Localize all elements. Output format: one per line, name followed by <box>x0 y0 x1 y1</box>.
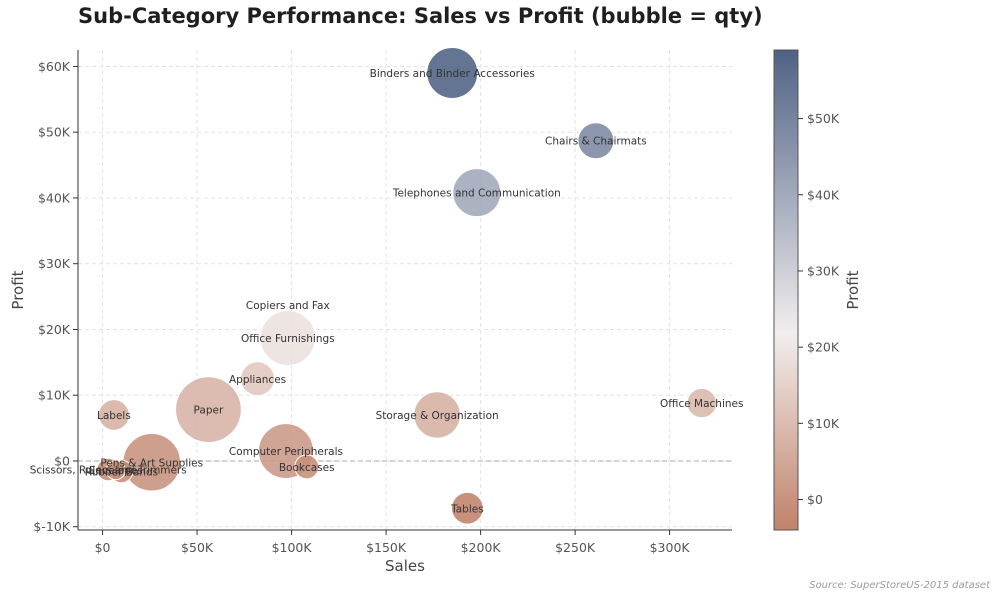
point-labels: Binders and Binder Accessories Chairs & C… <box>30 68 744 515</box>
bubble <box>240 361 276 397</box>
bubble <box>686 387 717 419</box>
bubble <box>413 391 461 439</box>
source-note: Source: SuperStoreUS-2015 dataset <box>809 580 990 591</box>
bubble <box>286 304 289 307</box>
y-axis-label: Profit <box>9 270 27 309</box>
x-tick-label: $150K <box>366 540 407 555</box>
colorbar-label: Profit <box>844 270 862 309</box>
chart-title: Sub-Category Performance: Sales vs Profi… <box>78 4 763 28</box>
colorbar-ticks: $0 $10K $20K $30K $40K $50K <box>798 111 840 507</box>
y-tick-label: $40K <box>38 190 71 205</box>
grid-lines <box>78 50 732 530</box>
bubble <box>452 168 502 218</box>
x-axis-ticks: $0 $50K $100K $150K $200K $250K $300K <box>95 530 691 555</box>
point-label: Computer Peripherals <box>229 446 343 458</box>
point-label: Binders and Binder Accessories <box>370 68 535 80</box>
colorbar-gradient <box>773 49 799 531</box>
point-label: Rubber Bands <box>85 466 158 478</box>
point-label: Tables <box>450 503 484 515</box>
point-label: Appliances <box>229 374 286 386</box>
colorbar-tick-label: $0 <box>807 492 823 507</box>
bubble <box>577 122 615 160</box>
bubble <box>451 491 484 525</box>
point-label: Envelopes <box>89 465 143 477</box>
y-tick-label: $60K <box>38 59 71 74</box>
point-label: Office Furnishings <box>241 333 335 345</box>
y-tick-label: $20K <box>38 322 71 337</box>
colorbar-tick-label: $50K <box>807 111 840 126</box>
colorbar-tick-label: $40K <box>807 187 840 202</box>
point-label: Chairs & Chairmats <box>545 136 647 148</box>
bubbles <box>96 47 717 525</box>
bubble <box>105 460 126 481</box>
y-tick-label: $0 <box>54 453 70 468</box>
x-tick-label: $0 <box>95 540 111 555</box>
x-axis-label: Sales <box>385 557 425 575</box>
y-tick-label: $10K <box>38 388 71 403</box>
y-tick-label: $-10K <box>33 519 70 534</box>
x-tick-label: $250K <box>555 540 596 555</box>
bubble <box>175 376 242 444</box>
colorbar: $0 $10K $20K $30K $40K $50K Profit <box>773 49 862 531</box>
point-label: Telephones and Communication <box>392 188 561 200</box>
colorbar-tick-label: $30K <box>807 263 840 278</box>
point-label: Copiers and Fax <box>246 300 330 312</box>
y-axis-ticks: $-10K $0 $10K $20K $30K $40K $50K $60K <box>33 59 78 534</box>
bubble <box>98 399 130 431</box>
y-tick-label: $50K <box>38 125 71 140</box>
x-tick-label: $300K <box>650 540 691 555</box>
bubble <box>259 310 316 366</box>
bubble <box>294 454 320 480</box>
point-label: Bookcases <box>279 462 335 474</box>
x-tick-label: $100K <box>272 540 313 555</box>
point-label: Paper <box>194 405 224 417</box>
point-label: Storage & Organization <box>376 410 499 422</box>
x-tick-label: $200K <box>461 540 502 555</box>
bubble <box>426 47 479 99</box>
point-label: Scissors, Rulers and Trimmers <box>30 465 187 477</box>
point-label: Pens & Art Supplies <box>100 457 203 469</box>
x-tick-label: $50K <box>181 540 214 555</box>
point-label: Office Machines <box>660 398 743 410</box>
point-label: Labels <box>97 410 131 422</box>
y-tick-label: $30K <box>38 256 71 271</box>
colorbar-tick-label: $20K <box>807 340 840 355</box>
axes <box>77 50 732 531</box>
colorbar-tick-label: $10K <box>807 416 840 431</box>
